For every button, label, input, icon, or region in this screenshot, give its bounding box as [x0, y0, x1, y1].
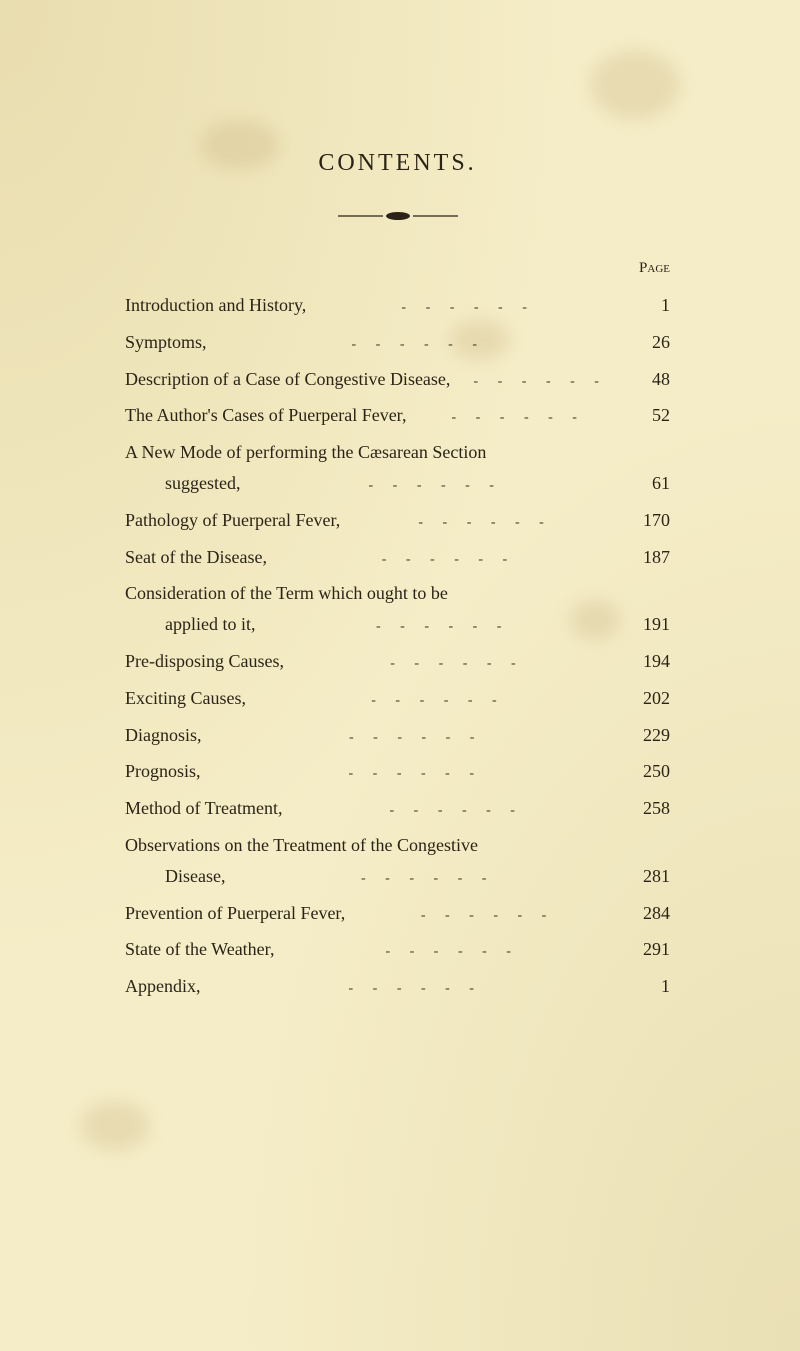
leader-dots: [240, 862, 615, 891]
toc-entry-page: 229: [630, 721, 670, 750]
toc-entry-label: A New Mode of performing the Cæsarean Se…: [125, 438, 486, 467]
page-container: CONTENTS. Page Introduction and History,…: [0, 0, 800, 1109]
toc-entry-page: 1: [630, 972, 670, 1001]
toc-entry: Disease, 281: [125, 862, 670, 891]
toc-entry-label: Observations on the Treatment of the Con…: [125, 831, 478, 860]
toc-entry-label: Appendix,: [125, 972, 201, 1001]
toc-entry-page: 170: [630, 506, 670, 535]
toc-entry-label: Symptoms,: [125, 328, 207, 357]
toc-entry: applied to it, 191: [125, 610, 670, 639]
leader-dots: [355, 506, 615, 535]
toc-entry-label: State of the Weather,: [125, 935, 274, 964]
leader-dots: [321, 291, 615, 320]
leader-dots: [421, 401, 615, 430]
leader-dots: [360, 899, 615, 928]
column-header-page: Page: [125, 260, 670, 277]
toc-entry-label: Prognosis,: [125, 757, 201, 786]
leader-dots: [299, 647, 615, 676]
toc-entry: Symptoms, 26: [125, 328, 670, 357]
toc-entry-page: 61: [630, 469, 670, 498]
toc-entry-page: 52: [630, 401, 670, 430]
leader-dots: [270, 610, 615, 639]
toc-entry: Pathology of Puerperal Fever, 170: [125, 506, 670, 535]
contents-list: Introduction and History, 1 Symptoms, 26 Des…: [125, 291, 670, 1001]
toc-entry-page: 284: [630, 899, 670, 928]
leader-dots: [256, 469, 616, 498]
toc-entry-page: 26: [630, 328, 670, 357]
toc-entry: The Author's Cases of Puerperal Fever, 52: [125, 401, 670, 430]
leader-dots: [289, 935, 615, 964]
toc-entry-page: 187: [630, 543, 670, 572]
toc-entry-label: Diagnosis,: [125, 721, 202, 750]
toc-entry-label: Description of a Case of Congestive Dise…: [125, 365, 450, 394]
toc-entry-label: applied to it,: [165, 610, 255, 639]
toc-entry: Observations on the Treatment of the Con…: [125, 831, 670, 860]
toc-entry-label: The Author's Cases of Puerperal Fever,: [125, 401, 406, 430]
leader-dots: [216, 972, 616, 1001]
toc-entry-page: 291: [630, 935, 670, 964]
toc-entry: Exciting Causes, 202: [125, 684, 670, 713]
toc-entry-label: Introduction and History,: [125, 291, 306, 320]
toc-entry-page: 281: [630, 862, 670, 891]
toc-entry: Prevention of Puerperal Fever, 284: [125, 899, 670, 928]
toc-entry: Introduction and History, 1: [125, 291, 670, 320]
toc-entry: A New Mode of performing the Cæsarean Se…: [125, 438, 670, 467]
toc-entry-page: 258: [630, 794, 670, 823]
leader-dots: [465, 365, 615, 394]
ornamental-divider: [338, 207, 458, 225]
leader-dots: [282, 543, 615, 572]
toc-entry-page: 1: [630, 291, 670, 320]
toc-entry-label: suggested,: [165, 469, 241, 498]
toc-entry-label: Prevention of Puerperal Fever,: [125, 899, 345, 928]
toc-entry: Diagnosis, 229: [125, 721, 670, 750]
leader-dots: [261, 684, 615, 713]
toc-entry-label: Seat of the Disease,: [125, 543, 267, 572]
leader-dots: [298, 794, 616, 823]
toc-entry-label: Exciting Causes,: [125, 684, 246, 713]
toc-entry-page: 194: [630, 647, 670, 676]
toc-entry-page: 250: [630, 757, 670, 786]
toc-entry-label: Method of Treatment,: [125, 794, 283, 823]
toc-entry-page: 48: [630, 365, 670, 394]
toc-entry: Seat of the Disease, 187: [125, 543, 670, 572]
toc-entry-page: 202: [630, 684, 670, 713]
toc-entry: Description of a Case of Congestive Dise…: [125, 365, 670, 394]
leader-dots: [217, 721, 616, 750]
page-title: CONTENTS.: [125, 150, 670, 177]
toc-entry: Pre-disposing Causes, 194: [125, 647, 670, 676]
toc-entry: State of the Weather, 291: [125, 935, 670, 964]
toc-entry-label: Pathology of Puerperal Fever,: [125, 506, 340, 535]
toc-entry-page: 191: [630, 610, 670, 639]
toc-entry: Method of Treatment, 258: [125, 794, 670, 823]
leader-dots: [222, 328, 615, 357]
toc-entry: Appendix, 1: [125, 972, 670, 1001]
toc-entry: suggested, 61: [125, 469, 670, 498]
toc-entry-label: Pre-disposing Causes,: [125, 647, 284, 676]
toc-entry: Consideration of the Term which ought to…: [125, 579, 670, 608]
leader-dots: [216, 757, 615, 786]
toc-entry-label: Disease,: [165, 862, 225, 891]
toc-entry: Prognosis, 250: [125, 757, 670, 786]
toc-entry-label: Consideration of the Term which ought to…: [125, 579, 448, 608]
